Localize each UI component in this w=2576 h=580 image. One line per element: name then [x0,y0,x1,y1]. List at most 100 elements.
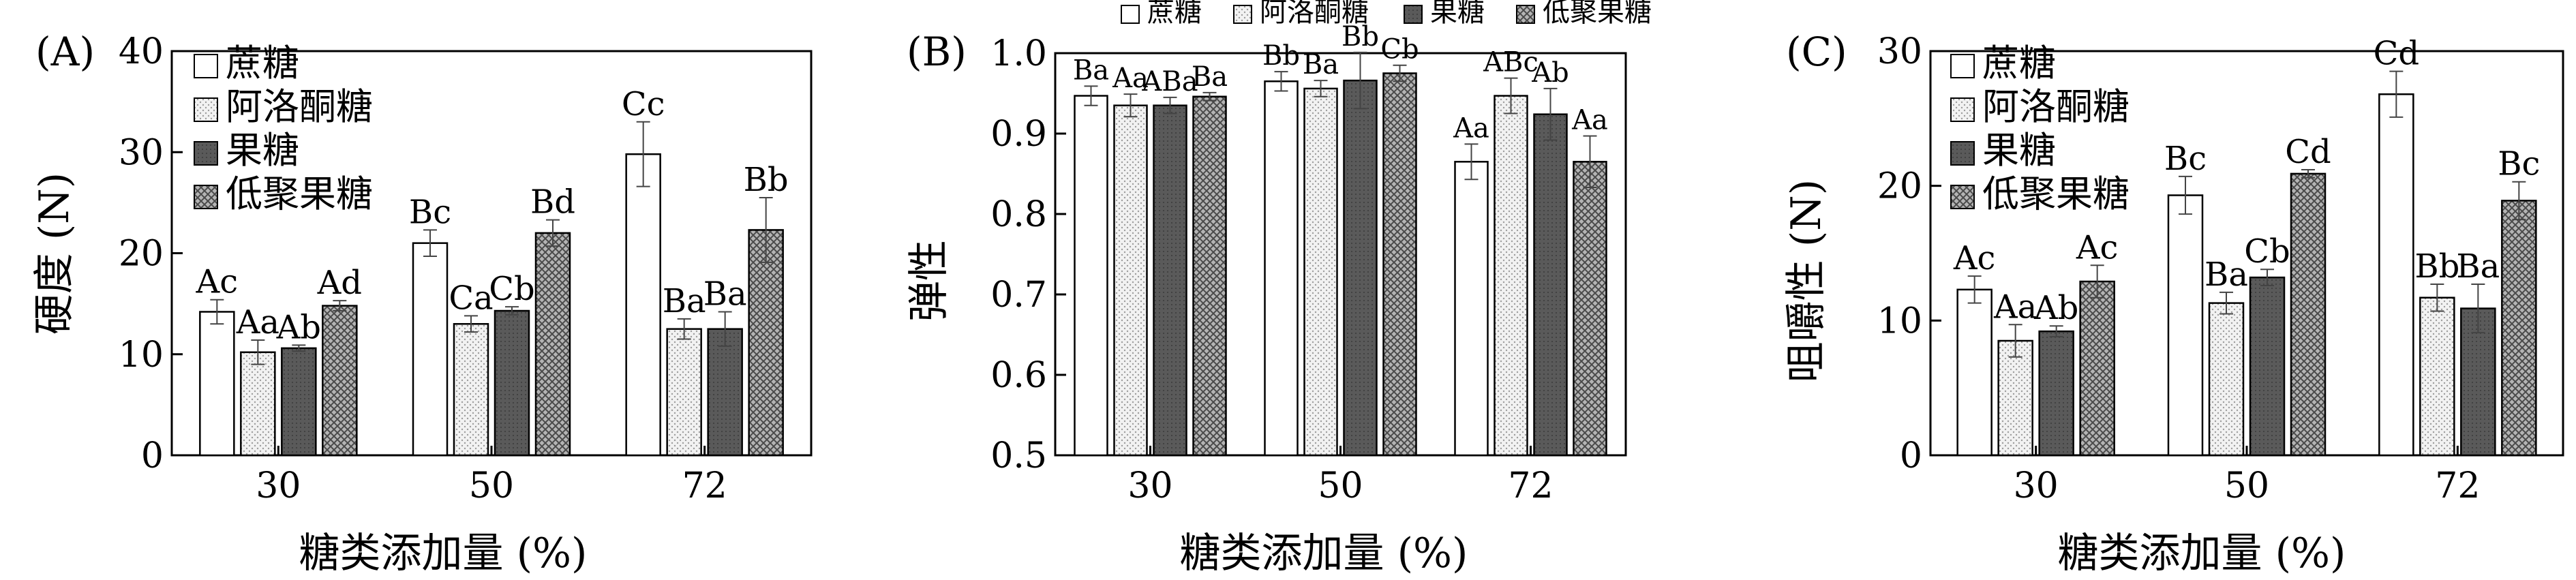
x-axis-title-b: 糖类添加量 (%) [1180,530,1468,577]
bar-significance-label: Ac [1953,239,1996,277]
y-tick-label: 40 [119,31,164,72]
legend-entry: 蔗糖 [226,42,299,85]
bar-significance-label: Cd [2374,35,2419,73]
bar-significance-label: Ca [449,279,493,317]
bar [1956,288,1992,457]
y-tick-label: 20 [119,234,164,275]
y-axis-title-a: 硬度 (N) [31,172,78,335]
x-tick-label: 72 [2435,465,2480,506]
y-axis-title-c: 咀嚼性 (N) [1783,179,1830,382]
bar [625,153,661,457]
bar-significance-label: Bd [530,183,575,222]
bar [240,351,276,457]
y-tick-label: 0.6 [990,355,1047,396]
y-tick-label: 0.7 [990,275,1047,316]
bar [2419,296,2455,457]
legend-swatch [1233,5,1252,24]
bar [1343,79,1378,457]
bar-significance-label: Bb [744,161,789,199]
y-tick-label: 10 [1877,301,1922,341]
x-axis-title-a: 糖类添加量 (%) [299,530,588,577]
bar-significance-label: Aa [1453,112,1489,144]
bar [1192,95,1227,457]
bar-significance-label: Ba [1303,49,1339,80]
y-tick-label: 0 [1900,436,1922,476]
legend-entry: 阿洛酮糖 [226,85,373,128]
panel-label-b: (B) [907,29,967,75]
bar-significance-label: Cb [1380,34,1419,65]
x-tick-label: 30 [2014,465,2059,506]
bar [2167,194,2204,457]
bar [748,229,784,457]
legend-entry: 阿洛酮糖 [1260,0,1369,28]
legend-entry: 蔗糖 [1147,0,1202,28]
legend-swatch [194,141,218,166]
bar-significance-label: Ba [2456,247,2500,286]
bar [2290,172,2327,457]
bar-significance-label: Aa [236,303,279,341]
legend-swatch [1121,5,1140,24]
bar-significance-label: ABa [1141,66,1198,97]
bar-significance-label: Aa [1993,288,2037,326]
bar [2038,330,2074,457]
bar-significance-label: Ba [663,282,706,320]
bar [1153,104,1187,457]
legend-entry: 果糖 [1430,0,1485,28]
legend-swatch [194,97,218,122]
x-tick-label: 30 [1127,465,1172,506]
legend-b: 蔗糖 阿洛酮糖 果糖 低聚果糖 [1121,0,1652,28]
legend-swatch [1950,97,1975,122]
bar-significance-label: Aa [1112,63,1149,94]
bar [1997,339,2033,457]
legend-swatch [1950,141,1975,166]
legend-entry: 低聚果糖 [1982,172,2130,215]
y-tick-label: 20 [1877,166,1922,207]
axes-c: 0 10 20 30 30 50 72 [1877,31,2564,506]
bar [1454,161,1489,457]
y-tick-label: 0 [141,436,164,476]
bar-significance-label: Ba [1073,55,1109,86]
x-tick-label: 50 [1318,465,1363,506]
y-tick-label: 10 [119,335,164,376]
y-tick-label: 1.0 [990,33,1047,74]
bar [1113,104,1148,457]
bar-significance-label: Cb [489,270,534,308]
bar-significance-label: Aa [1571,105,1608,136]
legend-swatch [194,54,218,78]
bar [707,328,743,457]
panel-c: (C) 咀嚼性 (N) 糖类添加量 (%) 0 10 20 30 30 50 72 Ac Aa… [1783,29,2564,577]
bar [281,347,317,457]
bar-significance-label: Ba [703,275,747,313]
bar [322,305,358,457]
bar [534,232,571,457]
bar [1074,95,1108,457]
bar-significance-label: Ad [317,264,362,302]
bar [1533,113,1568,457]
x-tick-label: 72 [682,465,727,506]
bar [2249,276,2286,457]
bar-significance-label: Ac [2076,228,2119,266]
bar-significance-label: Bb [1262,40,1300,72]
bar [494,309,530,457]
legend-entry: 阿洛酮糖 [1982,85,2130,128]
bar-significance-label: Ab [1531,57,1569,89]
bar-significance-label: Bb [2414,247,2459,286]
y-tick-label: 30 [1877,31,1922,72]
bar-significance-label: Cd [2285,133,2331,171]
legend-swatch [1950,54,1975,78]
legend-entry: 蔗糖 [1982,42,2056,85]
x-tick-label: 30 [256,465,301,506]
bar [666,328,702,457]
bar [2208,302,2245,457]
bar-significance-label: Ba [2204,256,2248,294]
y-tick-label: 0.8 [990,194,1047,235]
panel-label-a: (A) [35,29,95,75]
bar [2079,280,2115,457]
x-tick-label: 50 [469,465,514,506]
legend-entry: 低聚果糖 [226,172,373,215]
bar [1573,161,1607,457]
bar-significance-label: ABc [1483,47,1539,78]
